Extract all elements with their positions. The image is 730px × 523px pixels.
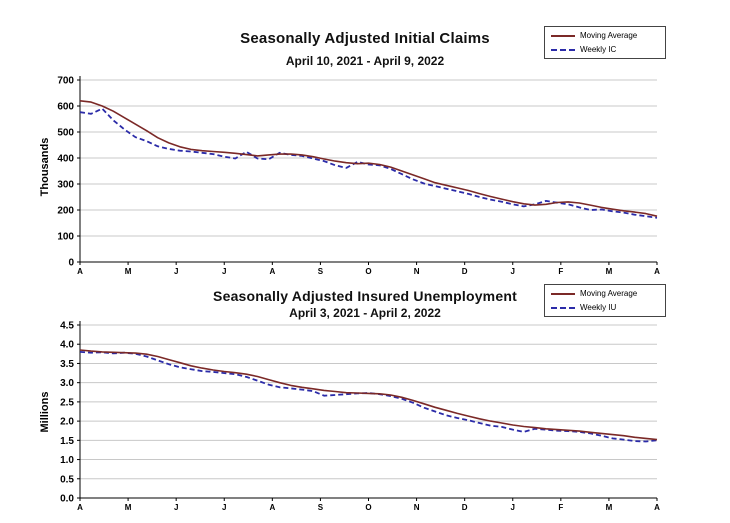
svg-text:A: A [77,503,83,512]
svg-text:M: M [125,267,132,276]
chart-subtitle: April 10, 2021 - April 9, 2022 [285,54,445,68]
svg-text:2.0: 2.0 [60,417,74,428]
svg-text:J: J [222,503,226,512]
svg-text:S: S [318,267,324,276]
initial-claims-plot: 0 100 200 300 400 500 600 700 A M J J A S O N D J F M A [57,76,660,277]
svg-text:J: J [511,267,515,276]
legend-entry-moving-average: Moving Average [551,31,659,40]
svg-text:300: 300 [57,180,74,191]
svg-text:500: 500 [57,128,74,139]
legend: Moving Average Weekly IU [544,284,666,317]
svg-text:A: A [654,503,660,512]
legend-label: Weekly IC [580,45,617,54]
svg-text:4.5: 4.5 [60,321,74,332]
svg-text:2.5: 2.5 [60,397,74,408]
svg-text:J: J [222,267,226,276]
weekly-iu-line-icon [551,306,575,309]
chart-title: Seasonally Adjusted Initial Claims [240,30,490,47]
svg-text:1.0: 1.0 [60,455,74,466]
svg-text:A: A [269,503,275,512]
svg-text:N: N [414,503,420,512]
svg-text:J: J [174,503,178,512]
svg-text:F: F [558,503,563,512]
svg-text:A: A [269,267,275,276]
svg-text:S: S [318,503,324,512]
svg-text:200: 200 [57,206,74,217]
weekly-ic-line-icon [551,48,575,51]
svg-text:600: 600 [57,102,74,113]
legend-entry-weekly-ic: Weekly IC [551,45,659,54]
legend-label: Moving Average [580,289,638,298]
chart-title: Seasonally Adjusted Insured Unemployment [213,288,517,304]
svg-text:700: 700 [57,76,74,87]
insured-unemployment-plot: 0.0 0.5 1.0 1.5 2.0 2.5 3.0 3.5 4.0 4.5 A M J J A S O N D J… [60,321,660,513]
chart-subtitle: April 3, 2021 - April 2, 2022 [289,306,441,320]
svg-text:1.5: 1.5 [60,436,74,447]
svg-text:3.5: 3.5 [60,359,74,370]
svg-text:F: F [558,267,563,276]
svg-text:D: D [462,503,468,512]
svg-text:O: O [365,503,371,512]
moving-average-line-icon [551,292,575,295]
svg-text:D: D [462,267,468,276]
svg-text:400: 400 [57,154,74,165]
svg-text:A: A [77,267,83,276]
svg-text:0.5: 0.5 [60,474,74,485]
svg-text:A: A [654,267,660,276]
svg-text:100: 100 [57,232,74,243]
legend: Moving Average Weekly IC [544,26,666,59]
moving-average-line-icon [551,34,575,37]
svg-text:3.0: 3.0 [60,378,74,389]
svg-text:4.0: 4.0 [60,340,74,351]
legend-label: Moving Average [580,31,638,40]
legend-entry-moving-average: Moving Average [551,289,659,298]
svg-text:M: M [606,503,613,512]
svg-text:0.0: 0.0 [60,494,74,505]
svg-text:O: O [365,267,371,276]
svg-text:M: M [125,503,132,512]
svg-text:M: M [606,267,613,276]
svg-text:N: N [414,267,420,276]
svg-text:0: 0 [68,258,74,269]
legend-entry-weekly-iu: Weekly IU [551,303,659,312]
legend-label: Weekly IU [580,303,617,312]
svg-text:J: J [511,503,515,512]
svg-text:J: J [174,267,178,276]
